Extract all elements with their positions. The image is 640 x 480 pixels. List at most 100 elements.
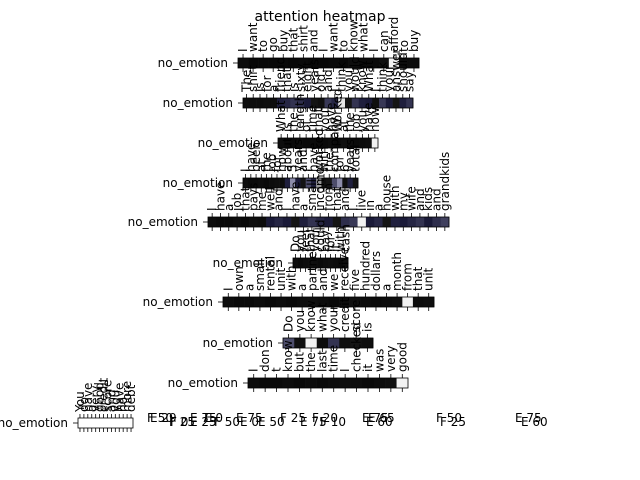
- token-label: now: [368, 107, 382, 132]
- heatmap-cell: [286, 297, 297, 307]
- heatmap-cell: [383, 217, 392, 227]
- heatmap-cell: [441, 217, 450, 227]
- heatmap-cell: [392, 297, 403, 307]
- heatmap-cell: [423, 297, 434, 307]
- token-label: good: [395, 342, 409, 372]
- heatmap-cell: [352, 98, 359, 108]
- heatmap-cell: [258, 217, 267, 227]
- heatmap-cell: [348, 178, 354, 188]
- heatmap-cell: [250, 217, 259, 227]
- heatmap-cell: [305, 378, 317, 388]
- heatmap-cell: [399, 98, 406, 108]
- heatmap-cell: [397, 378, 409, 388]
- heatmap-cell: [234, 297, 245, 307]
- heatmap-cell: [208, 217, 217, 227]
- row-label: no_emotion: [203, 336, 273, 350]
- heatmap-cell: [283, 217, 292, 227]
- heatmap-cell: [248, 378, 260, 388]
- heatmap-cell: [299, 217, 308, 227]
- heatmap-cell: [353, 178, 359, 188]
- heatmap-cell: [391, 217, 400, 227]
- heatmap-cell: [241, 217, 250, 227]
- token-label: What: [362, 60, 376, 92]
- heatmap-cell: [294, 338, 306, 348]
- row-label: no_emotion: [163, 96, 233, 110]
- heatmap-cell: [274, 178, 280, 188]
- heatmap-cell: [374, 378, 386, 388]
- heatmap-cell: [306, 338, 318, 348]
- token-label: unit: [422, 267, 436, 291]
- bottom-tick-label: F 0: [170, 415, 188, 429]
- heatmap-cell: [386, 98, 393, 108]
- heatmap-row: no_emotionIhavebeenatthejobfornowabout5y…: [163, 117, 363, 192]
- bottom-tick-label: E 0: [240, 415, 259, 429]
- heatmap-cell: [271, 378, 283, 388]
- heatmap-cell: [216, 217, 225, 227]
- bottom-tick-label: F 25: [440, 415, 466, 429]
- heatmap-cell: [291, 217, 300, 227]
- heatmap-cell: [250, 98, 257, 108]
- heatmap-cell: [351, 378, 363, 388]
- heatmap-cell: [385, 378, 397, 388]
- row-frame: [78, 418, 133, 428]
- heatmap-cell: [337, 178, 343, 188]
- heatmap-cell: [269, 178, 275, 188]
- heatmap-cell: [223, 297, 234, 307]
- heatmap-cell: [424, 217, 433, 227]
- heatmap-cell: [432, 217, 441, 227]
- token-label: grandkids: [438, 152, 452, 211]
- row-label: no_emotion: [128, 215, 198, 229]
- heatmap-cell: [282, 378, 294, 388]
- token-label: buy: [407, 30, 421, 52]
- heatmap-cell: [402, 297, 413, 307]
- heatmap-cell: [366, 138, 373, 148]
- heatmap-cell: [371, 297, 382, 307]
- heatmap-cell: [379, 98, 386, 108]
- heatmap-cell: [255, 297, 266, 307]
- token-label: time: [327, 345, 341, 372]
- heatmap-cell: [233, 217, 242, 227]
- heatmap-cell: [266, 217, 275, 227]
- heatmap-cell: [409, 58, 419, 68]
- heatmap-cell: [244, 297, 255, 307]
- heatmap-cell: [264, 178, 270, 188]
- heatmap-cell: [225, 217, 234, 227]
- heatmap-cell: [358, 217, 367, 227]
- heatmap-cell: [263, 98, 270, 108]
- heatmap-cell: [399, 217, 408, 227]
- heatmap-cell: [265, 297, 276, 307]
- heatmap-cell: [298, 258, 303, 268]
- row-label: no_emotion: [158, 56, 228, 70]
- bottom-tick-label: E 60: [521, 415, 548, 429]
- row-label: no_emotion: [143, 295, 213, 309]
- bottom-tick-label: F 10: [320, 415, 346, 429]
- heatmap-cell: [372, 138, 379, 148]
- heatmap-cell: [406, 98, 413, 108]
- token-label: say: [403, 71, 417, 92]
- row-label: no_emotion: [0, 416, 68, 430]
- bottom-tick-label: E 25: [190, 415, 217, 429]
- heatmap-cell: [339, 378, 351, 388]
- token-label: total: [348, 145, 362, 172]
- heatmap-cell: [243, 98, 250, 108]
- heatmap-cell: [274, 217, 283, 227]
- heatmap-cell: [342, 178, 348, 188]
- heatmap-cell: [345, 98, 352, 108]
- heatmap-cell: [374, 217, 383, 227]
- heatmap-cell: [366, 217, 375, 227]
- heatmap-cell: [413, 297, 424, 307]
- heatmap-cell: [259, 378, 271, 388]
- heatmap-cell: [323, 258, 328, 268]
- heatmap-cell: [280, 178, 286, 188]
- heatmap-cell: [393, 98, 400, 108]
- heatmap-cell: [381, 297, 392, 307]
- heatmap-cell: [362, 378, 374, 388]
- heatmap-cell: [294, 378, 306, 388]
- heatmap-cell: [407, 217, 416, 227]
- bottom-tick-label: E 65: [368, 411, 395, 425]
- token-label: debt: [124, 384, 138, 412]
- heatmap-rows: no_emotionIwanttogobuythatshirtandIwantt…: [0, 17, 548, 432]
- heatmap-cell: [328, 378, 340, 388]
- heatmap-cell: [276, 297, 287, 307]
